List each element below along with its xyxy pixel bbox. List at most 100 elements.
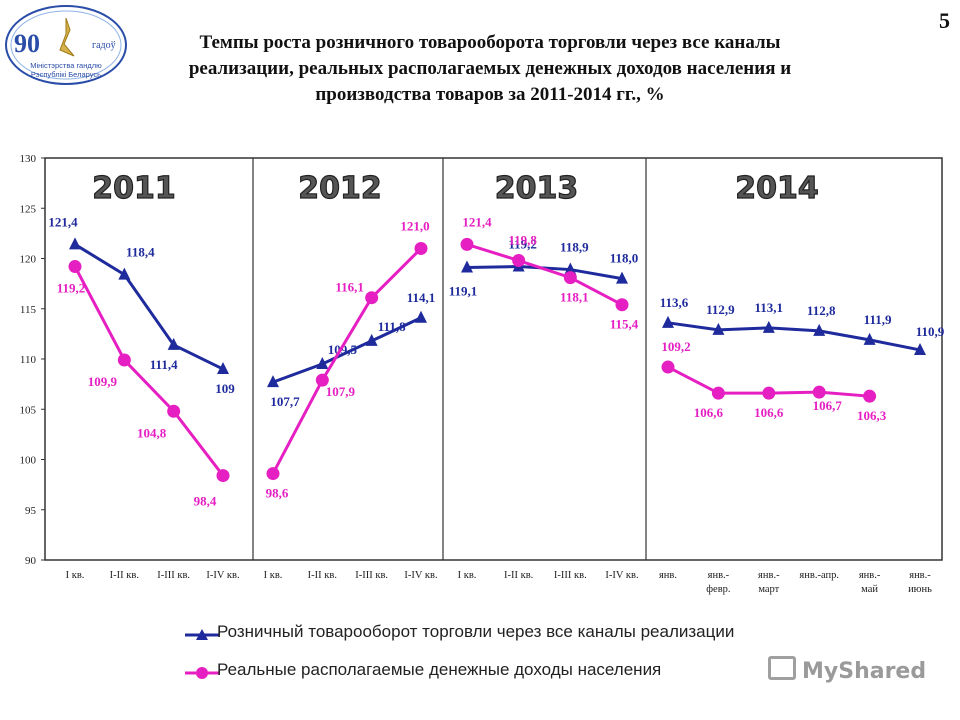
data-label: 118,0 — [610, 251, 639, 266]
data-label: 121,4 — [462, 214, 492, 229]
x-tick-label: I-IV кв. — [206, 570, 239, 581]
data-point-triangle — [217, 362, 229, 375]
y-tick-label: 100 — [20, 455, 37, 467]
data-label: 107,7 — [270, 394, 300, 409]
x-tick-label: янв.- — [859, 570, 881, 581]
series-line — [73, 265, 225, 477]
data-point-triangle — [415, 310, 427, 323]
legend-label-income: Реальные располагаемые денежные доходы н… — [217, 660, 662, 679]
logo-number: 90 — [14, 29, 40, 58]
data-point-circle — [863, 389, 877, 403]
data-point-circle — [117, 353, 131, 367]
data-label: 110,9 — [916, 324, 945, 339]
y-tick-label: 120 — [20, 254, 37, 266]
ministry-logo: 90 гадоў Міністэрства гандлю Рэспублікі … — [4, 4, 128, 86]
y-tick-label: 105 — [20, 404, 37, 416]
watermark-icon — [768, 656, 796, 680]
data-label: 104,8 — [137, 425, 167, 440]
watermark-text: MyShared — [802, 659, 927, 684]
data-label: 106,3 — [857, 408, 887, 423]
line-chart: 90 95 100 105 110 115 120 125 130 2011 2012 2013 201… — [20, 153, 945, 595]
data-point-triangle — [316, 357, 329, 370]
x-tick-label: I-IV кв. — [605, 570, 638, 581]
data-label: 111,9 — [864, 312, 892, 327]
x-tick-label: I кв. — [458, 570, 477, 581]
data-point-triangle — [564, 262, 577, 275]
y-tick-label: 90 — [25, 555, 37, 567]
series-line — [272, 316, 422, 384]
data-point-circle — [216, 469, 230, 483]
y-tick-label: 130 — [20, 153, 37, 165]
data-point-circle — [615, 298, 629, 312]
data-point-circle — [365, 291, 379, 305]
data-label: 109,2 — [661, 339, 690, 354]
triangle-marker-icon — [185, 629, 219, 640]
x-tick-label: I-III кв. — [554, 570, 587, 581]
data-point-triangle — [712, 322, 725, 335]
data-point-circle — [711, 386, 725, 400]
data-label: 121,4 — [48, 214, 78, 229]
data-point-circle — [266, 467, 280, 481]
x-tick-label: март — [758, 584, 779, 595]
data-point-triangle — [863, 332, 876, 345]
data-label: 113,6 — [660, 295, 689, 310]
y-tick-label: 95 — [25, 505, 37, 517]
x-tick-label: янв.- — [758, 570, 780, 581]
data-point-circle — [460, 237, 474, 251]
series-line — [271, 247, 423, 475]
legend-label-retail: Розничный товарооборот торговли через вс… — [217, 622, 735, 641]
data-point-triangle — [762, 320, 775, 333]
x-tick-label: июнь — [908, 584, 932, 595]
data-point-triangle — [616, 271, 628, 284]
plot-frame — [44, 157, 943, 561]
y-tick-label: 115 — [20, 304, 37, 316]
data-point-triangle — [167, 337, 180, 350]
data-point-circle — [512, 254, 526, 268]
data-point-circle — [315, 373, 329, 387]
data-label: 98,6 — [266, 486, 289, 501]
year-label: 2014 — [735, 171, 819, 206]
data-point-triangle — [813, 323, 826, 336]
x-tick-label: янв.- — [708, 570, 730, 581]
x-tick-label: май — [861, 584, 878, 595]
year-label: 2011 — [92, 171, 176, 206]
data-point-circle — [414, 241, 428, 255]
chart-title: Темпы роста розничного товарооборота тор… — [188, 32, 792, 105]
data-label: 114,1 — [407, 290, 436, 305]
data-label: 106,6 — [754, 405, 784, 420]
data-point-circle — [762, 386, 776, 400]
x-tick-label: I кв. — [264, 570, 283, 581]
series-line — [74, 243, 224, 371]
data-point-triangle — [118, 267, 131, 280]
data-point-triangle — [914, 342, 926, 355]
year-label: 2012 — [298, 171, 382, 206]
data-point-triangle — [365, 333, 378, 346]
x-tick-label: янв.-апр. — [799, 570, 839, 581]
data-label: 118,4 — [126, 245, 155, 260]
data-label: 112,9 — [706, 302, 735, 317]
x-tick-label: I-II кв. — [110, 570, 139, 581]
data-label: 112,8 — [807, 303, 836, 318]
x-tick-label: I-II кв. — [308, 570, 337, 581]
x-tick-label: янв. — [659, 570, 677, 581]
data-point-triangle — [461, 260, 473, 273]
y-tick-label: 125 — [20, 203, 37, 215]
data-point-triangle — [267, 375, 279, 388]
logo-suffix: гадоў — [92, 40, 116, 51]
year-label: 2013 — [495, 171, 579, 206]
data-point-circle — [68, 260, 82, 274]
circle-marker-icon — [185, 667, 219, 679]
data-label: 119,2 — [508, 237, 537, 252]
data-label: 119,1 — [449, 284, 478, 299]
data-label: 106,7 — [813, 398, 843, 413]
x-tick-label: февр. — [706, 584, 730, 595]
data-label: 109 — [215, 381, 235, 396]
data-label: 113,1 — [755, 300, 784, 315]
x-tick-label: I-IV кв. — [404, 570, 437, 581]
data-point-circle — [812, 385, 826, 399]
data-label: 119,8 — [508, 233, 537, 248]
x-tick-label: I-III кв. — [157, 570, 190, 581]
data-label: 106,6 — [694, 405, 724, 420]
x-tick-label: I-III кв. — [355, 570, 388, 581]
series-line — [667, 321, 921, 352]
